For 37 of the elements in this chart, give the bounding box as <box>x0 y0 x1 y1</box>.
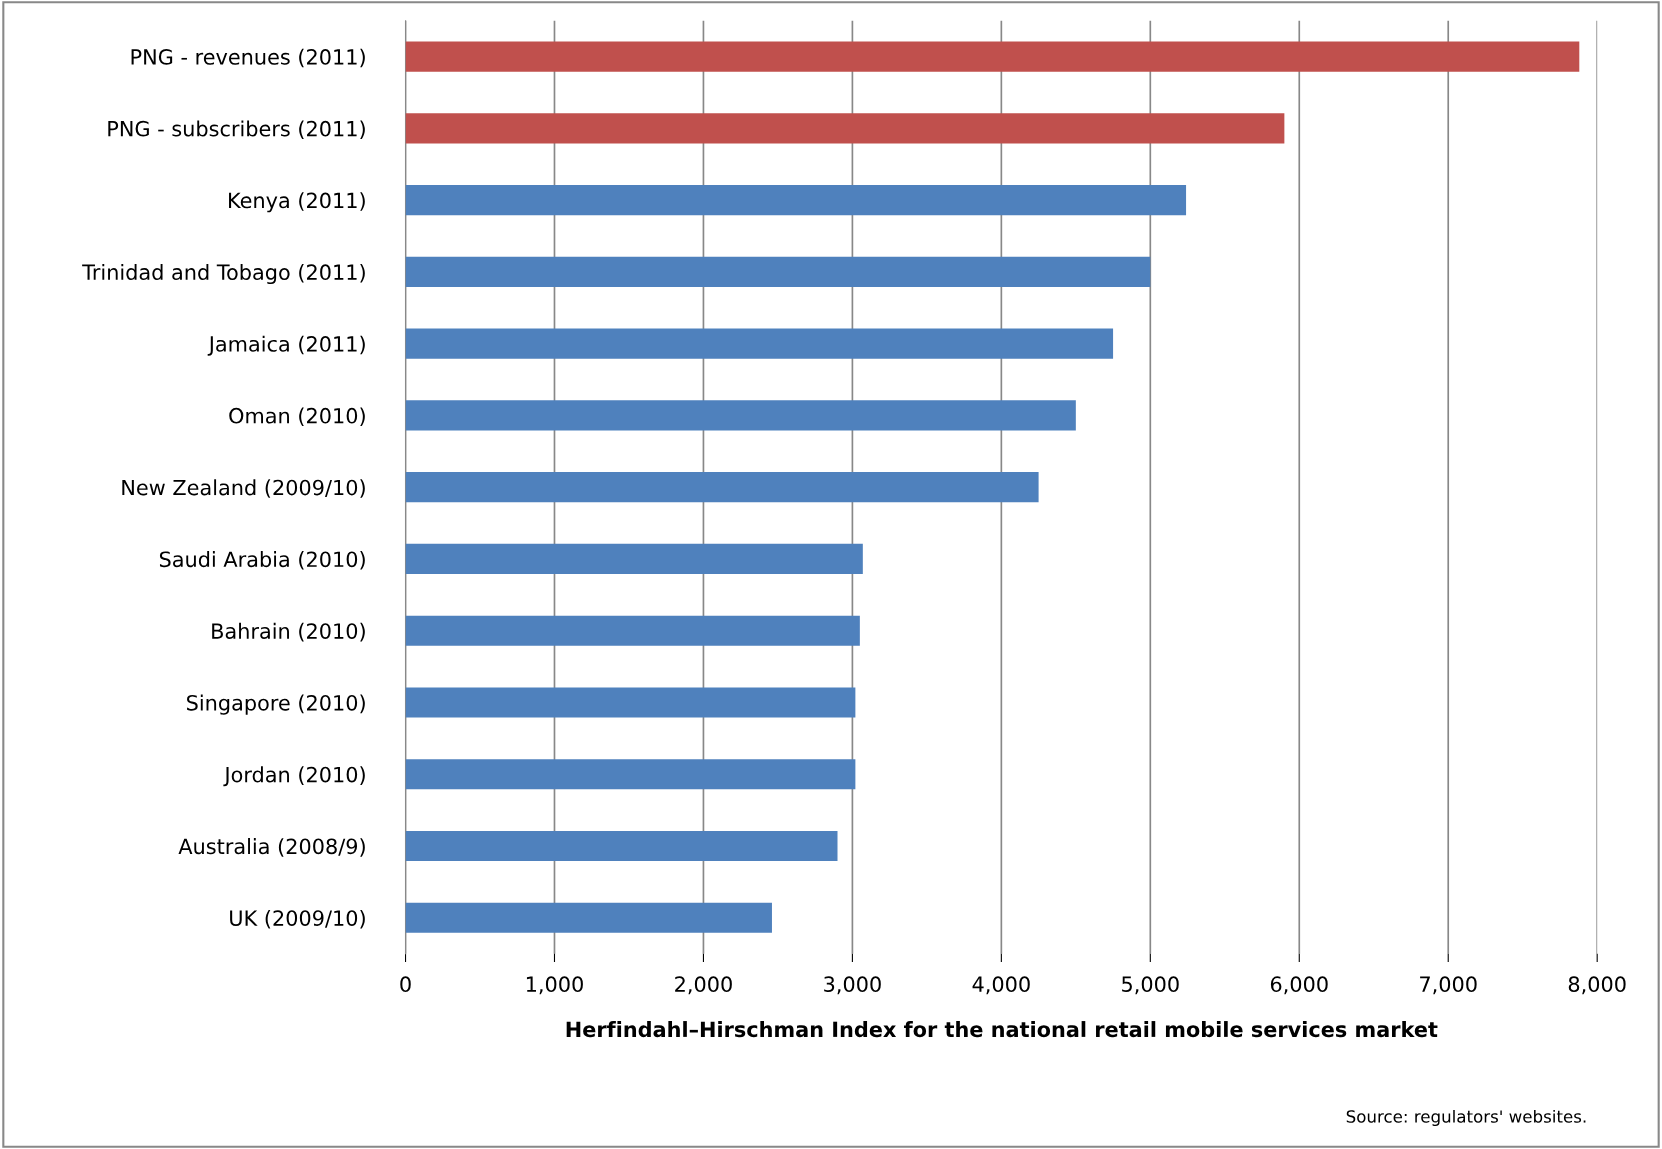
x-tick-label: 2,000 <box>675 976 732 995</box>
y-tick-label: Kenya (2011) <box>229 192 365 213</box>
bar <box>405 543 863 575</box>
y-tick-label: PNG - subscribers (2011) <box>108 120 365 139</box>
y-tick-label: Jamaica (2011) <box>207 335 365 356</box>
x-tick-label: 5,000 <box>1122 976 1179 995</box>
bar <box>405 185 1187 216</box>
y-tick-label: New Zealand (2009/10) <box>122 479 365 498</box>
x-tick-label: 1,000 <box>526 976 583 995</box>
bar <box>405 472 1039 503</box>
bar <box>405 687 856 718</box>
y-tick-label: Jordan (2010) <box>223 766 365 787</box>
bar <box>405 328 1114 359</box>
bar <box>405 759 856 790</box>
x-tick-label: 3,000 <box>824 976 881 995</box>
y-tick-label: PNG - revenues (2011) <box>131 48 365 68</box>
y-tick-label: UK (2009/10) <box>230 909 365 929</box>
bar <box>405 113 1285 144</box>
bar <box>405 902 772 933</box>
bar <box>405 256 1151 287</box>
y-tick-label: Bahrain (2010) <box>212 622 365 642</box>
y-tick-label: Saudi Arabia (2010) <box>159 551 365 570</box>
bar <box>405 41 1580 72</box>
bar <box>405 830 838 862</box>
x-axis-title: Herfindahl–Hirschman Index for the national retail mobile services market <box>566 1021 1438 1038</box>
x-tick-label: 0 <box>400 976 411 993</box>
y-tick-label: Singapore (2010) <box>187 694 365 715</box>
y-tick-label: Oman (2010) <box>229 407 365 427</box>
x-tick-label: 7,000 <box>1420 976 1477 995</box>
x-tick-label: 6,000 <box>1270 976 1328 995</box>
y-tick-label: Trinidad and Tobago (2011) <box>82 263 365 285</box>
x-tick-label: 8,000 <box>1568 976 1626 995</box>
y-tick-label: Australia (2008/9) <box>178 838 365 857</box>
source-note: Source: regulators' websites. <box>1346 1109 1586 1127</box>
x-tick-label: 4,000 <box>972 976 1030 995</box>
bar <box>405 400 1076 431</box>
bar <box>405 615 860 646</box>
